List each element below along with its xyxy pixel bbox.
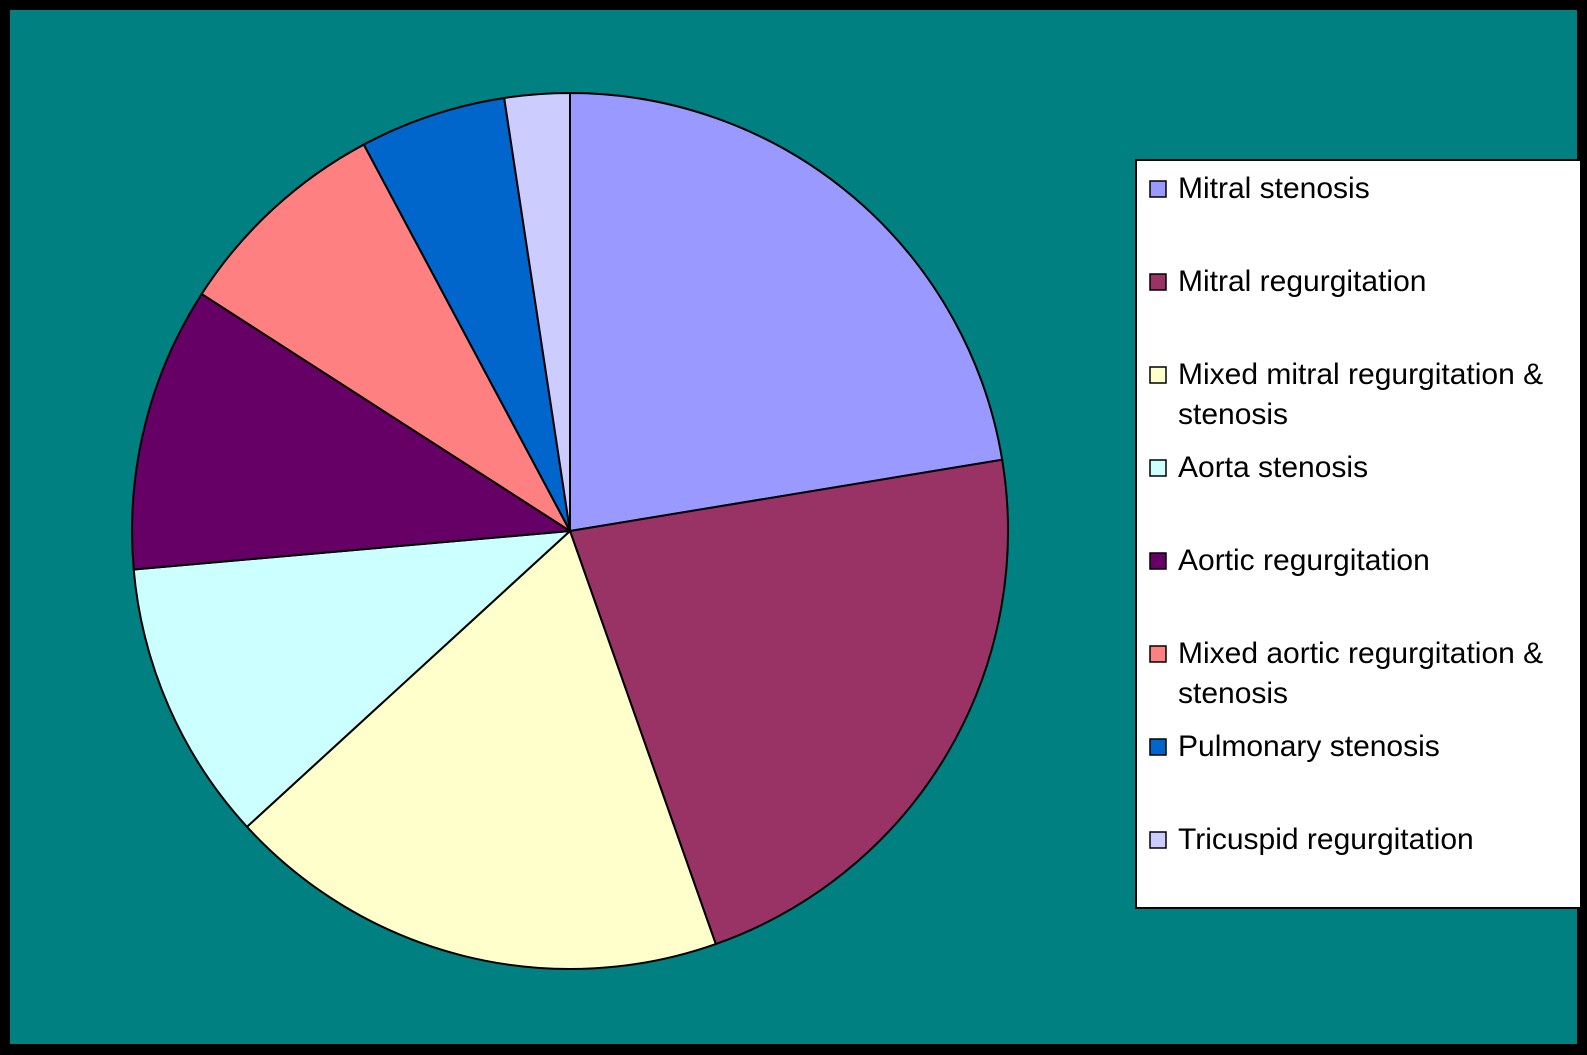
legend-item-mixed-mitral-regurgitation-and-stenosis: Mixed mitral regurgitation & stenosis bbox=[1149, 358, 1543, 431]
legend-label: Mixed aortic regurgitation & stenosis bbox=[1178, 637, 1543, 710]
legend-swatch bbox=[1149, 831, 1167, 849]
pie-slices bbox=[131, 92, 1009, 970]
pie-slice-aortic-regurgitation bbox=[131, 292, 571, 571]
legend-label: Tricuspid regurgitation bbox=[1178, 823, 1474, 856]
legend: Mitral stenosis Mitral regurgitation Mixed… bbox=[1135, 159, 1582, 909]
legend-label: Aorta stenosis bbox=[1178, 451, 1368, 484]
legend-label: Pulmonary stenosis bbox=[1178, 730, 1440, 763]
pie-slice-pulmonary-stenosis bbox=[362, 96, 571, 532]
legend-label: Aortic regurgitation bbox=[1178, 544, 1430, 577]
legend-swatch bbox=[1149, 645, 1167, 663]
legend-items: Mitral stenosis Mitral regurgitation Mixed… bbox=[1149, 172, 1543, 856]
legend-swatch bbox=[1149, 552, 1167, 570]
legend-item-pulmonary-stenosis: Pulmonary stenosis bbox=[1149, 730, 1440, 763]
legend-item-aortic-regurgitation: Aortic regurgitation bbox=[1149, 544, 1430, 577]
pie-slice-aorta-stenosis bbox=[132, 530, 571, 828]
legend-swatch bbox=[1149, 180, 1167, 198]
legend-swatch bbox=[1149, 738, 1167, 756]
legend-item-tricuspid-regurgitation: Tricuspid regurgitation bbox=[1149, 823, 1474, 856]
legend-swatch bbox=[1149, 459, 1167, 477]
legend-label: Mitral regurgitation bbox=[1178, 265, 1426, 298]
pie-slice-tricuspid-regurgitation bbox=[503, 92, 571, 532]
legend-label: Mixed mitral regurgitation & stenosis bbox=[1178, 358, 1543, 431]
pie-slice-mitral-stenosis bbox=[569, 92, 1004, 532]
legend-item-mitral-stenosis: Mitral stenosis bbox=[1149, 172, 1370, 205]
legend-swatch bbox=[1149, 273, 1167, 291]
legend-item-mitral-regurgitation: Mitral regurgitation bbox=[1149, 265, 1426, 298]
legend-item-mixed-aortic-regurgitation-and-stenosis: Mixed aortic regurgitation & stenosis bbox=[1149, 637, 1543, 710]
pie-slice-mitral-regurgitation bbox=[569, 458, 1009, 946]
legend-swatch bbox=[1149, 366, 1167, 384]
legend-item-aorta-stenosis: Aorta stenosis bbox=[1149, 451, 1368, 484]
pie-slice-mixed-aortic-regurgitation-and-stenosis bbox=[200, 143, 571, 532]
legend-box bbox=[1135, 159, 1582, 909]
legend-label: Mitral stenosis bbox=[1178, 172, 1370, 205]
pie-slice-mixed-mitral-regurgitation-and-stenosis bbox=[245, 530, 717, 970]
